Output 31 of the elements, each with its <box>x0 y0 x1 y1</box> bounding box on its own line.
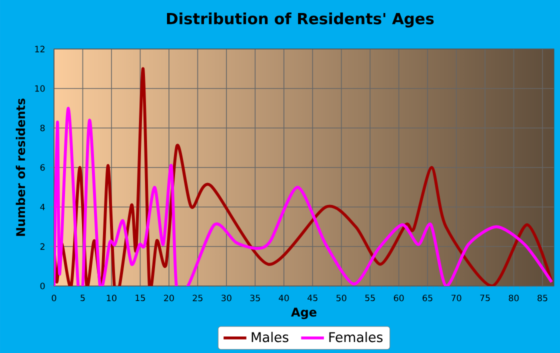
x-tick-label: 60 <box>394 294 404 302</box>
y-tick-label: 2 <box>40 243 44 250</box>
x-tick-label: 35 <box>250 294 260 302</box>
x-tick-label: 0 <box>52 294 56 302</box>
y-tick-label: 12 <box>35 46 44 52</box>
x-tick-label: 10 <box>106 294 116 302</box>
x-tick-label: 70 <box>451 294 462 302</box>
x-tick-label: 40 <box>278 294 289 302</box>
y-axis-title: Number of residents <box>16 98 26 236</box>
y-tick-label: 6 <box>40 164 45 171</box>
legend-label: Males <box>252 332 288 342</box>
x-tick-label: 85 <box>538 294 548 302</box>
y-tick-label: 8 <box>40 124 45 132</box>
x-tick-label: 50 <box>336 294 346 302</box>
x-tick-label: 65 <box>422 294 432 302</box>
x-tick-label: 15 <box>136 294 145 302</box>
x-tick-label: 5 <box>80 294 85 302</box>
x-tick-label: 20 <box>164 294 174 302</box>
chart-title: Distribution of Residents' Ages <box>167 12 434 28</box>
x-tick-label: 75 <box>480 294 490 302</box>
line-series <box>54 106 554 286</box>
x-axis-title: Age <box>291 308 316 320</box>
x-tick-label: 80 <box>508 294 519 302</box>
legend-label: Females <box>329 332 383 342</box>
x-tick-label: 55 <box>365 294 375 302</box>
x-tick-label: 45 <box>308 294 318 302</box>
y-tick-label: 10 <box>35 85 45 92</box>
y-tick-label: 0 <box>40 282 45 290</box>
y-tick-label: 4 <box>40 204 45 210</box>
x-tick-label: 25 <box>192 294 202 302</box>
x-tick-label: 30 <box>222 294 232 302</box>
